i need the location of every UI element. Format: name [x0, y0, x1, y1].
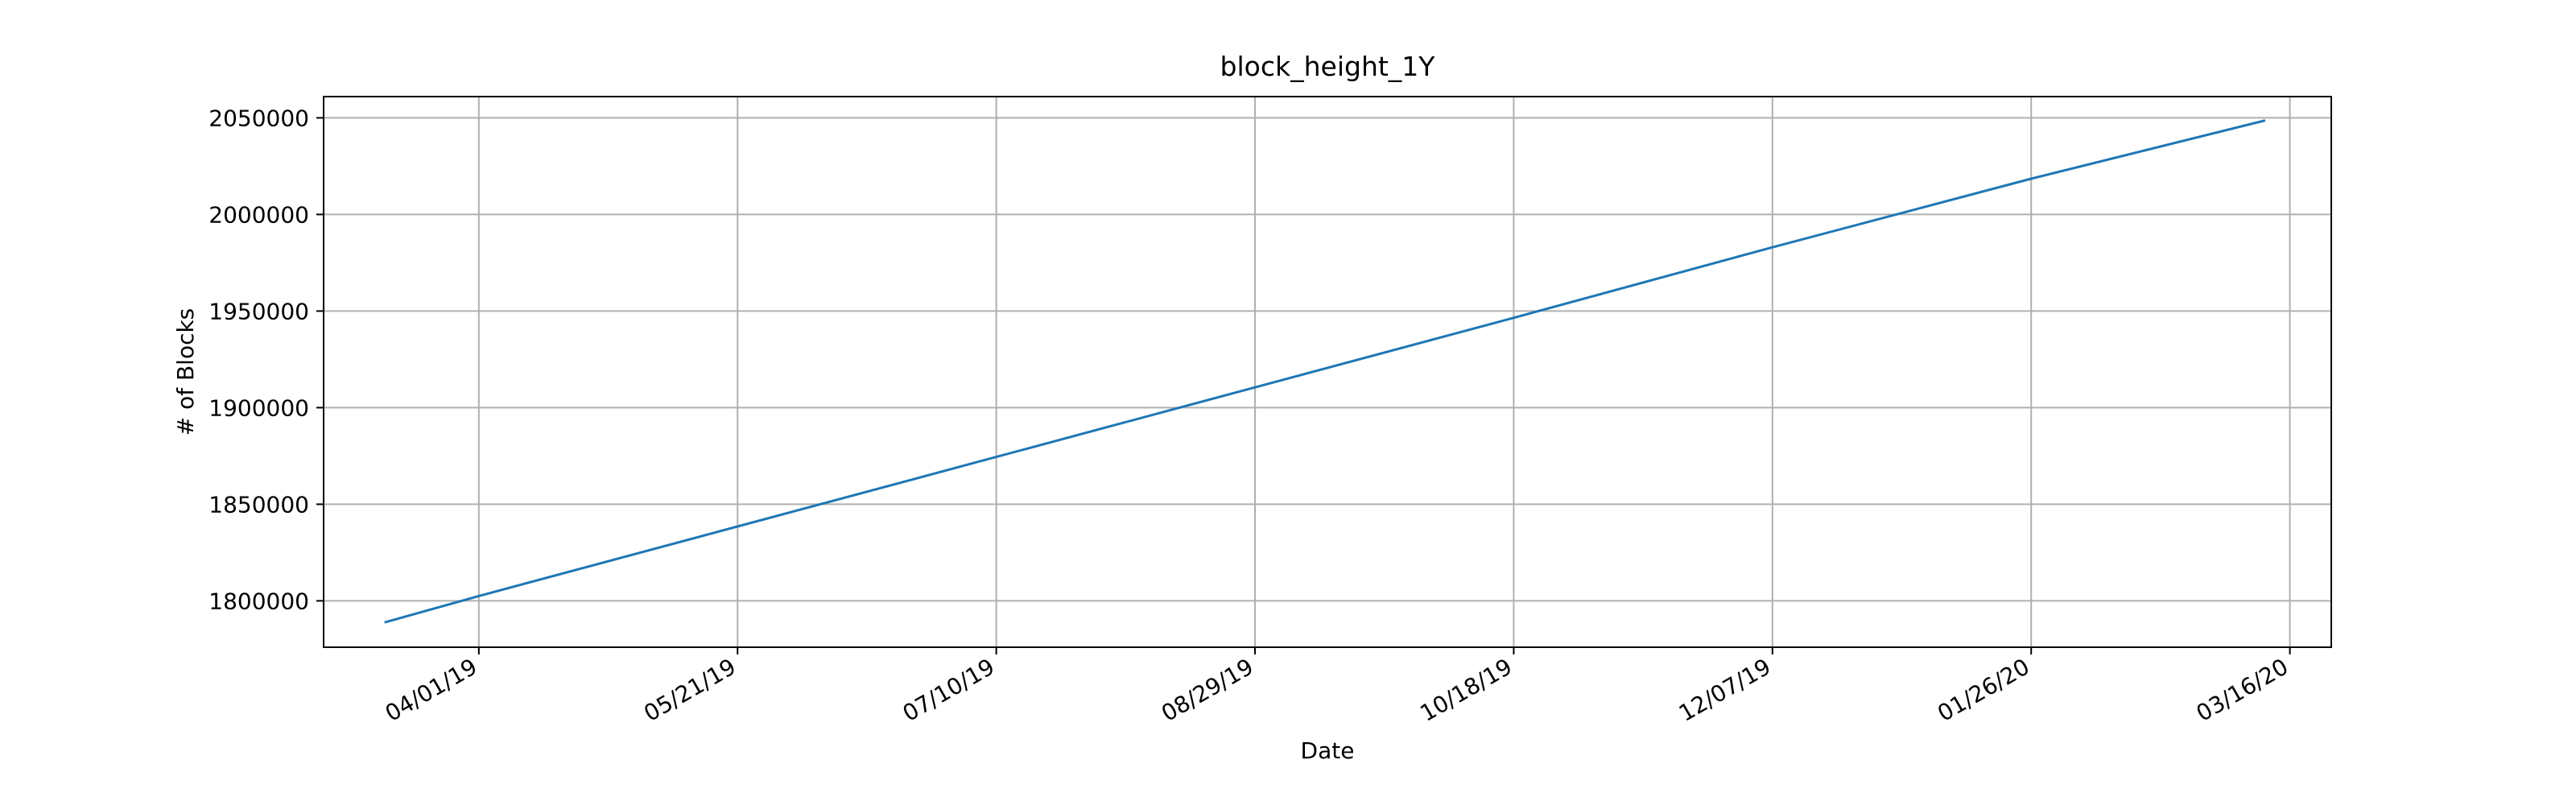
grid-lines: [324, 97, 2331, 647]
x-tick-label: 10/18/19: [1415, 653, 1516, 726]
axis-ticks: 04/01/19 05/21/19 07/10/19 08/29/19 10/18/19…: [208, 105, 2293, 727]
x-tick-label: 12/07/19: [1674, 653, 1775, 726]
x-axis-label: Date: [1301, 737, 1355, 764]
y-tick-label: 1850000: [208, 491, 309, 518]
x-tick-label: 04/01/19: [381, 653, 481, 726]
x-tick-label: 07/10/19: [898, 653, 999, 726]
series-line: [384, 119, 2266, 624]
series-lines: [384, 119, 2266, 624]
x-tick-label: 08/29/19: [1157, 653, 1257, 726]
y-tick-label: 1900000: [208, 394, 309, 421]
y-tick-label: 1950000: [208, 298, 309, 324]
y-tick-label: 1800000: [208, 588, 309, 614]
y-axis-label: # of Blocks: [172, 308, 199, 436]
x-tick-label: 01/26/20: [1933, 653, 2033, 726]
y-tick-label: 2050000: [208, 105, 309, 131]
x-tick-label: 05/21/19: [639, 653, 740, 726]
y-tick-label: 2000000: [208, 201, 309, 228]
plot-frame: [323, 96, 2332, 648]
x-tick-label: 03/16/20: [2192, 653, 2293, 726]
chart-title: block_height_1Y: [1220, 51, 1436, 82]
